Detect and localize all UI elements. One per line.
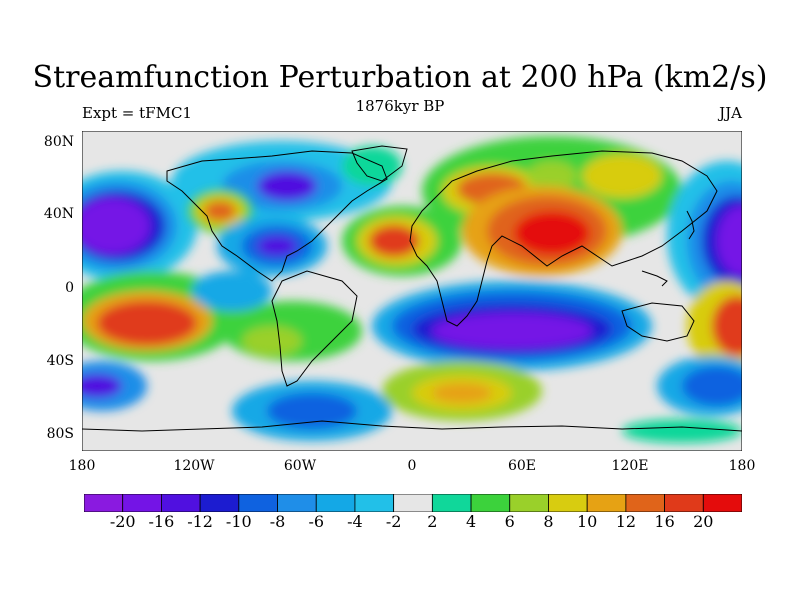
contour-fill-layer [82, 136, 742, 443]
plot-title: Streamfunction Perturbation at 200 hPa (… [32, 60, 768, 95]
colorbar-tick-label: 8 [543, 512, 554, 531]
colorbar-tick-label: -12 [187, 512, 213, 531]
colorbar-tick-label: 4 [465, 512, 477, 531]
lat-label-40s: 40S [46, 353, 74, 369]
colorbar-box [664, 494, 704, 512]
lon-label-60w: 60W [283, 458, 317, 474]
colorbar-tick-label: 16 [654, 512, 675, 531]
coastlines [82, 145, 742, 432]
time-label: 1876kyr BP [355, 97, 445, 115]
season-label: JJA [719, 104, 742, 122]
colorbar-box [315, 494, 356, 512]
colorbar-box [548, 494, 588, 512]
colorbar-tick-label: 20 [693, 512, 714, 531]
colorbar-box [509, 494, 549, 512]
lat-label-0: 0 [65, 280, 74, 296]
lat-label-40n: 40N [43, 206, 74, 222]
colorbar-box [393, 494, 433, 512]
colorbar-box [625, 494, 665, 512]
colorbar-tick-label: 10 [576, 512, 598, 531]
colorbar-tick-label: -6 [308, 512, 325, 531]
colorbar-tick-label: 2 [427, 512, 438, 531]
colorbar-tick-label: -10 [225, 512, 252, 531]
colorbar-box [586, 494, 627, 512]
colorbar-box [199, 494, 240, 512]
lat-label-80n: 80N [43, 134, 74, 150]
streamfunction-map [82, 131, 742, 451]
colorbar-tick-label: -4 [347, 512, 363, 531]
colorbar-tick-label: -20 [109, 512, 136, 531]
colorbar-box [84, 494, 124, 512]
colorbar-box [431, 494, 472, 512]
colorbar-tick-label: -8 [269, 512, 286, 531]
colorbar-box [354, 494, 395, 512]
lon-label-120w: 120W [173, 458, 215, 474]
experiment-label: Expt = tFMC1 [82, 104, 192, 122]
colorbar-tick-label: 12 [615, 512, 637, 531]
colorbar-box [470, 494, 511, 512]
lon-label-60e: 60E [507, 458, 537, 474]
lon-label-180-east: 180 [728, 458, 756, 474]
colorbar-box [122, 494, 162, 512]
lon-label-0: 0 [407, 458, 417, 474]
colorbar-box [277, 494, 317, 512]
lon-label-180-west: 180 [68, 458, 96, 474]
colorbar-tick-label: -2 [385, 512, 402, 531]
colorbar-box [161, 494, 201, 512]
colorbar-tick-label: -16 [148, 512, 175, 531]
colorbar-tick-label: 6 [504, 512, 515, 531]
colorbar [84, 494, 742, 512]
colorbar-box [702, 494, 742, 512]
lat-label-80s: 80S [46, 426, 74, 442]
colorbar-box [238, 494, 278, 512]
lon-label-120e: 120E [611, 458, 649, 474]
